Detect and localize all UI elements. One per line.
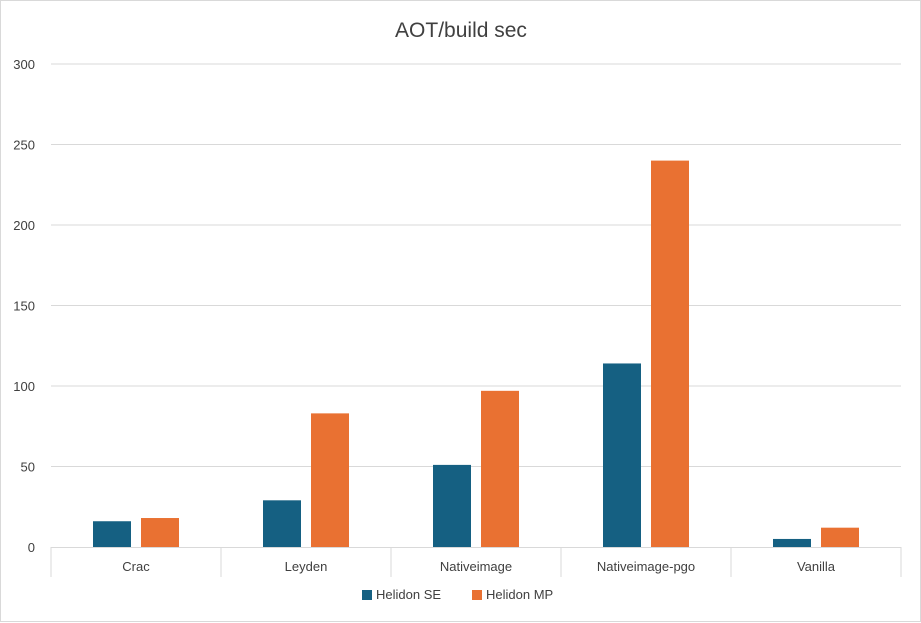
bar-helidon-se-nativeimage xyxy=(433,464,471,547)
y-tick-label: 200 xyxy=(13,218,35,233)
bars xyxy=(93,160,859,547)
x-tick-label: Nativeimage-pgo xyxy=(597,559,695,574)
legend-label: Helidon MP xyxy=(486,587,553,602)
bar-helidon-mp-vanilla xyxy=(821,527,859,547)
bar-helidon-mp-nativeimage xyxy=(481,390,519,547)
bar-helidon-mp-crac xyxy=(141,518,179,547)
y-tick-label: 150 xyxy=(13,299,35,314)
bar-helidon-mp-leyden xyxy=(311,413,349,547)
y-axis-tick-labels: 0 50 100 150 200 250 300 xyxy=(13,57,35,555)
legend-swatch xyxy=(472,590,482,600)
y-tick-label: 50 xyxy=(21,460,35,475)
bar-helidon-se-leyden xyxy=(263,500,301,547)
chart-title: AOT/build sec xyxy=(395,19,527,42)
y-tick-label: 300 xyxy=(13,57,35,72)
bar-helidon-se-vanilla xyxy=(773,538,811,547)
y-tick-label: 0 xyxy=(28,540,35,555)
x-tick-label: Leyden xyxy=(285,559,328,574)
x-axis-tick-labels: Crac Leyden Nativeimage Nativeimage-pgo Vani… xyxy=(122,559,836,574)
bar-helidon-se-nativeimage-pgo xyxy=(603,363,641,547)
legend-label: Helidon SE xyxy=(376,587,441,602)
bar-helidon-mp-nativeimage-pgo xyxy=(651,160,689,547)
legend: Helidon SE Helidon MP xyxy=(362,587,553,602)
bar-helidon-se-crac xyxy=(93,521,131,547)
y-tick-label: 100 xyxy=(13,379,35,394)
x-tick-label: Nativeimage xyxy=(440,559,512,574)
x-tick-label: Vanilla xyxy=(797,559,836,574)
x-axis xyxy=(50,547,902,577)
y-tick-label: 250 xyxy=(13,138,35,153)
gridlines xyxy=(51,63,901,467)
legend-swatch xyxy=(362,590,372,600)
x-tick-label: Crac xyxy=(122,559,150,574)
